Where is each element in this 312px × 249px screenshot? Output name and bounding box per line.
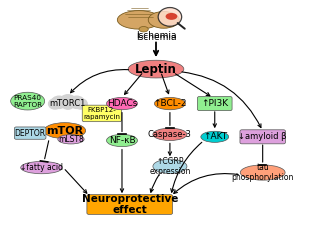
Text: ↑CGRP
expression: ↑CGRP expression bbox=[149, 157, 191, 176]
Ellipse shape bbox=[153, 128, 187, 140]
Text: Leptin: Leptin bbox=[135, 62, 177, 76]
Ellipse shape bbox=[240, 165, 285, 180]
Text: mTOR: mTOR bbox=[46, 126, 83, 136]
Ellipse shape bbox=[106, 97, 138, 110]
Text: mLST8: mLST8 bbox=[58, 135, 84, 144]
FancyBboxPatch shape bbox=[87, 195, 173, 214]
Text: ↓fatty acid: ↓fatty acid bbox=[20, 163, 63, 172]
Text: ↑PI3K: ↑PI3K bbox=[201, 99, 228, 108]
Text: DEPTOR: DEPTOR bbox=[15, 129, 46, 138]
Ellipse shape bbox=[201, 131, 229, 142]
Ellipse shape bbox=[11, 92, 45, 110]
Ellipse shape bbox=[117, 11, 161, 29]
FancyBboxPatch shape bbox=[197, 97, 232, 111]
Circle shape bbox=[158, 7, 182, 26]
FancyBboxPatch shape bbox=[51, 100, 85, 107]
Text: PRAS40
RAPTOR: PRAS40 RAPTOR bbox=[13, 95, 42, 108]
Circle shape bbox=[60, 95, 76, 108]
Circle shape bbox=[51, 96, 67, 108]
Circle shape bbox=[49, 99, 61, 109]
Ellipse shape bbox=[128, 60, 184, 78]
Text: ↓amyloid β: ↓amyloid β bbox=[238, 132, 287, 141]
Ellipse shape bbox=[154, 97, 185, 110]
Circle shape bbox=[62, 100, 74, 109]
Text: HDACs: HDACs bbox=[107, 99, 137, 108]
Ellipse shape bbox=[44, 123, 86, 139]
Circle shape bbox=[69, 96, 84, 108]
Ellipse shape bbox=[153, 159, 187, 174]
Circle shape bbox=[74, 99, 87, 109]
Ellipse shape bbox=[21, 161, 62, 174]
Text: ↑AKT: ↑AKT bbox=[203, 132, 227, 141]
Text: mTORC1: mTORC1 bbox=[50, 99, 86, 108]
Text: Ischemia: Ischemia bbox=[136, 33, 176, 42]
Text: Caspase-3: Caspase-3 bbox=[148, 130, 192, 139]
Text: tau
phosphorylation: tau phosphorylation bbox=[232, 163, 294, 182]
Text: FKBP12-
rapamycin: FKBP12- rapamycin bbox=[83, 107, 120, 120]
Ellipse shape bbox=[139, 26, 148, 32]
FancyBboxPatch shape bbox=[240, 130, 285, 144]
FancyBboxPatch shape bbox=[14, 127, 46, 139]
Ellipse shape bbox=[166, 13, 177, 20]
Text: Neuroprotective
effect: Neuroprotective effect bbox=[81, 194, 178, 215]
FancyBboxPatch shape bbox=[82, 105, 121, 122]
Text: NF-κB: NF-κB bbox=[109, 136, 135, 145]
Ellipse shape bbox=[58, 135, 84, 144]
Ellipse shape bbox=[148, 11, 179, 28]
Text: ↑BCL-2: ↑BCL-2 bbox=[153, 99, 187, 108]
Text: Ischemia: Ischemia bbox=[136, 31, 176, 40]
Ellipse shape bbox=[106, 134, 138, 147]
